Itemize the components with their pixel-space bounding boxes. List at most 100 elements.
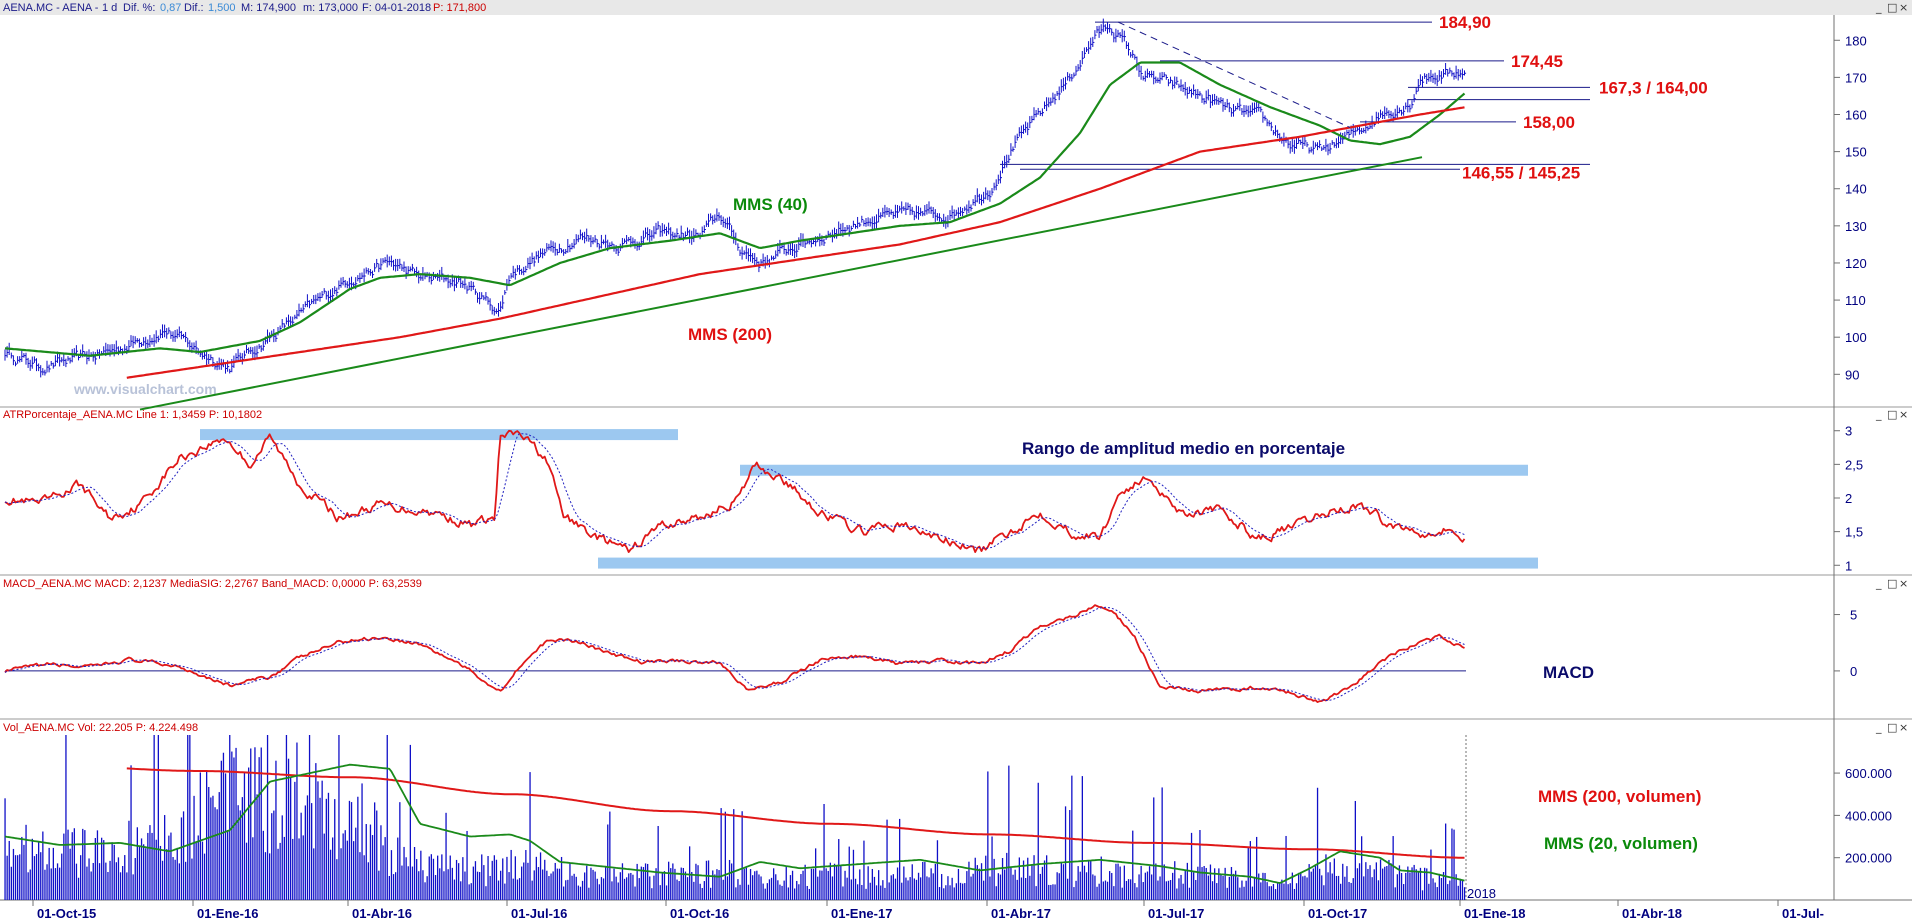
volume-bar — [271, 813, 273, 900]
volume-bar — [607, 824, 609, 900]
volume-bar — [936, 840, 939, 900]
volume-bar — [1132, 830, 1134, 900]
volume-bar — [77, 877, 80, 900]
volume-bar — [649, 876, 651, 900]
minimize-icon[interactable]: _ — [1875, 408, 1882, 421]
volume-bar — [357, 796, 359, 900]
minimize-icon[interactable]: _ — [1875, 721, 1882, 734]
volume-bar — [686, 877, 689, 900]
volume-bar — [1056, 872, 1058, 900]
volume-bar — [451, 867, 453, 900]
volume-bar — [84, 830, 86, 900]
volume-bar — [386, 735, 388, 900]
volume-bar — [913, 878, 915, 900]
volume-bar — [65, 735, 67, 900]
volume-bar — [149, 825, 151, 900]
volume-bar — [130, 765, 132, 900]
close-icon[interactable]: × — [1899, 408, 1908, 421]
volume-bar — [899, 818, 901, 900]
volume-bar — [128, 820, 130, 900]
volume-bar — [529, 772, 531, 900]
header-dif-pct-value: 0,87 — [160, 2, 181, 14]
atr-panel-window-buttons[interactable]: _ □ × — [1875, 408, 1908, 421]
volume-bar — [703, 881, 705, 900]
volume-bar — [1358, 863, 1361, 900]
restore-icon[interactable]: □ — [1887, 577, 1897, 590]
restore-icon[interactable]: □ — [1887, 721, 1897, 734]
x-tick-label: 01-Ene-16 — [197, 906, 258, 921]
volume-bar — [642, 867, 645, 900]
volume-bar — [1230, 866, 1233, 900]
volume-bar — [760, 876, 762, 900]
volume-bar — [329, 849, 332, 900]
macd-panel-window-buttons[interactable]: _ □ × — [1875, 577, 1908, 590]
volume-bar — [1285, 835, 1287, 900]
volume-bar — [775, 874, 777, 900]
volume-bar — [1287, 884, 1289, 900]
volume-bar — [1398, 865, 1401, 900]
volume-bar — [880, 885, 882, 900]
header-symbol: AENA.MC - AENA - — [3, 2, 99, 14]
volume-bar — [825, 868, 827, 900]
volume-bar — [1083, 865, 1086, 900]
volume-bar — [512, 878, 514, 900]
volume-bar — [1314, 866, 1317, 900]
volume-bar — [1295, 883, 1298, 900]
volume-bar — [1218, 868, 1220, 900]
volume-bar — [384, 837, 386, 900]
volume-bar — [422, 870, 424, 900]
close-icon[interactable]: × — [1899, 1, 1908, 14]
volume-bar — [371, 835, 374, 900]
volume-bar — [806, 885, 808, 900]
volume-bar — [464, 871, 466, 900]
volume-bar — [275, 760, 277, 900]
volume-bar — [987, 771, 989, 900]
volume-bar — [932, 873, 934, 900]
volume-bar — [634, 886, 636, 900]
volume-bar — [1081, 776, 1083, 900]
volume-bar — [1155, 863, 1157, 900]
volume-bar — [1073, 887, 1075, 900]
volume-bar — [1373, 869, 1375, 900]
volume-bar — [1369, 865, 1371, 900]
volume-bar — [164, 815, 166, 900]
atr-y-tick: 3 — [1845, 424, 1852, 439]
x-tick-label: 01-Oct-15 — [37, 906, 96, 921]
volume-bar — [808, 888, 810, 900]
volume-bar — [363, 855, 365, 900]
volume-bar — [1396, 874, 1398, 900]
volume-bar — [1461, 879, 1464, 900]
volume-bar — [189, 735, 191, 900]
volume-bar — [739, 884, 741, 900]
volume-bar — [287, 758, 290, 900]
volume-bar — [1092, 874, 1094, 900]
volume-bar — [779, 884, 781, 900]
volume-panel-window-buttons[interactable]: _ □ × — [1875, 721, 1908, 734]
close-icon[interactable]: × — [1899, 577, 1908, 590]
volume-bar — [804, 864, 806, 900]
volume-bar — [1050, 884, 1052, 900]
volume-bar — [558, 868, 561, 900]
volume-bar — [136, 827, 138, 900]
volume-bar — [537, 867, 540, 900]
price-panel-window-buttons[interactable]: _ □ × — [1875, 1, 1908, 14]
volume-bar — [390, 850, 393, 900]
volume-bar — [533, 870, 535, 900]
volume-bar — [1111, 872, 1113, 900]
volume-bar — [632, 874, 634, 900]
volume-bar — [743, 868, 745, 900]
macd-panel-header: MACD_AENA.MC MACD: 2,1237 MediaSIG: 2,27… — [3, 578, 422, 590]
close-icon[interactable]: × — [1899, 721, 1908, 734]
volume-bar — [220, 760, 222, 900]
restore-icon[interactable]: □ — [1887, 408, 1897, 421]
price-y-tick: 120 — [1845, 256, 1867, 271]
minimize-icon[interactable]: _ — [1875, 577, 1882, 590]
volume-bar — [46, 864, 48, 900]
volume-bar — [266, 735, 269, 900]
minimize-icon[interactable]: _ — [1875, 1, 1882, 14]
volume-bar — [554, 862, 556, 900]
volume-bar — [670, 868, 672, 900]
restore-icon[interactable]: □ — [1887, 1, 1897, 14]
volume-bar — [1235, 870, 1237, 900]
volume-bar — [453, 879, 456, 900]
